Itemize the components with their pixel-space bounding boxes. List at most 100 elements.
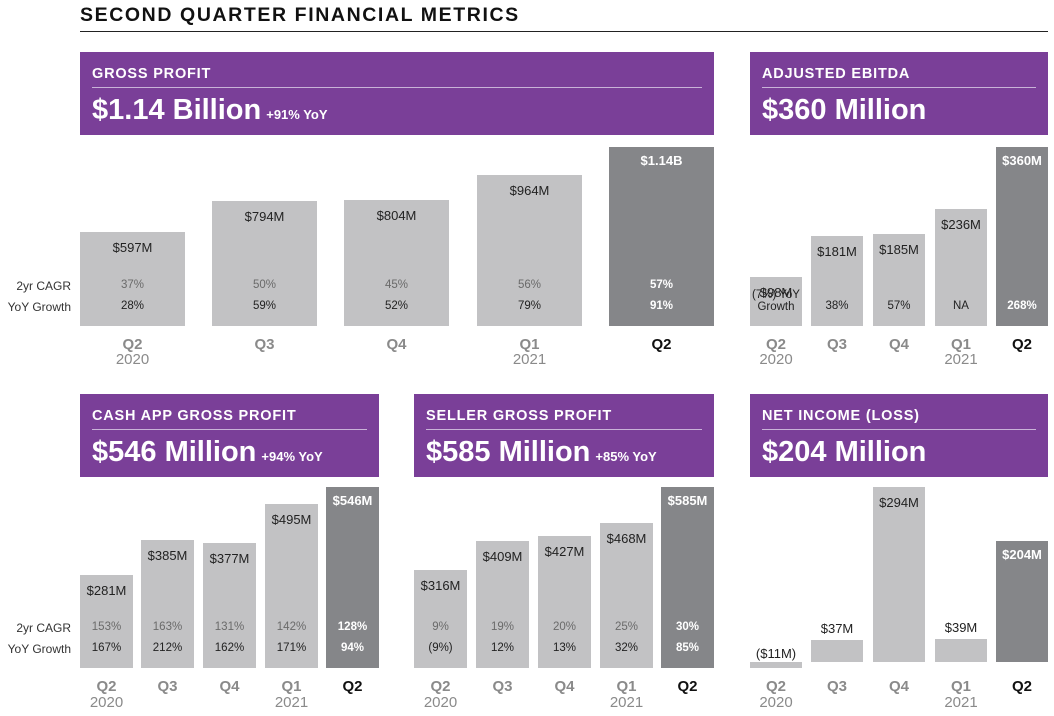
header-divider	[426, 429, 702, 430]
data-label: $495M	[271, 511, 312, 527]
yoy-value: 52%	[384, 300, 409, 312]
header-divider	[92, 429, 367, 430]
quarter-label: Q4	[554, 678, 575, 695]
cash-app-gross-profit-bar	[265, 503, 318, 668]
headline-yoy: +91% YoY	[266, 107, 328, 122]
headline-value: $360 Million	[762, 94, 927, 126]
gross-profit-bar	[80, 232, 185, 326]
headline-value: $204 Million	[762, 436, 927, 468]
headline-yoy: +94% YoY	[261, 449, 323, 464]
cagr-value: 56%	[517, 279, 542, 291]
data-label: $39M	[944, 619, 978, 635]
yoy-value: 38%	[825, 300, 849, 312]
cagr-value: 9%	[432, 621, 449, 633]
page-title: SECOND QUARTER FINANCIAL METRICS	[80, 4, 520, 26]
data-label: $185M	[879, 242, 919, 257]
adjusted-ebitda-bar	[996, 147, 1048, 326]
seller-gross-profit-bar	[538, 535, 591, 668]
title-divider	[80, 31, 1048, 32]
header-divider	[92, 87, 702, 88]
cagr-value: 25%	[614, 621, 639, 633]
net-income-bar	[935, 638, 987, 662]
yoy-value: (9%)	[428, 642, 453, 654]
data-label: $409M	[482, 549, 523, 565]
cash-app-gross-profit-bar	[141, 540, 194, 668]
adjusted-ebitda-title: ADJUSTED EBITDA	[762, 66, 911, 82]
year-label: 2021	[944, 351, 978, 368]
year-label: 2021	[274, 694, 309, 711]
quarter-label: Q2	[1011, 678, 1032, 695]
yoy-value: NA	[953, 300, 969, 312]
year-label: 2020	[759, 351, 793, 368]
seller-gross-profit-bar	[600, 523, 653, 668]
quarter-label: Q2	[1011, 336, 1032, 353]
quarter-label: Q1	[281, 678, 302, 695]
data-label: $377M	[209, 551, 250, 567]
adjusted-ebitda-bar	[873, 234, 925, 326]
yoy-value: 57%	[887, 300, 911, 312]
adjusted-ebitda-header: ADJUSTED EBITDA $360 Million	[750, 52, 1048, 135]
data-label: $794M	[244, 209, 285, 225]
seller-gross-profit-headline: $585 Million +85% YoY	[426, 436, 657, 469]
data-label: $204M	[1002, 546, 1042, 562]
cagr-value: 57%	[649, 279, 674, 291]
row-label-cagr: 2yr CAGR	[16, 279, 71, 293]
cash-app-gross-profit-headline: $546 Million +94% YoY	[92, 436, 323, 469]
row-label-yoy: YoY Growth	[7, 300, 71, 314]
yoy-value: 167%	[91, 642, 122, 654]
net-income-bar	[996, 540, 1048, 662]
seller-gross-profit-bar	[414, 570, 467, 668]
cash-app-gross-profit-bar	[203, 543, 256, 668]
yoy-value: 162%	[214, 642, 245, 654]
adjusted-ebitda-bar	[811, 236, 863, 326]
yoy-value: 59%	[252, 300, 277, 312]
cagr-value: 45%	[384, 279, 409, 291]
cash-app-gross-profit-bar	[80, 574, 133, 668]
yoy-value: 212%	[152, 642, 183, 654]
quarter-label: Q2	[430, 678, 451, 695]
data-label: $281M	[86, 582, 127, 598]
quarter-label: Q2	[651, 336, 672, 353]
yoy-value: 268%	[1007, 300, 1037, 312]
year-label: 2021	[512, 351, 547, 368]
data-label: $385M	[147, 548, 188, 564]
yoy-value: 91%	[649, 300, 674, 312]
cagr-value: 153%	[91, 621, 122, 633]
cagr-value: 50%	[252, 279, 277, 291]
headline-yoy: +85% YoY	[595, 449, 657, 464]
quarter-label: Q3	[254, 336, 275, 353]
quarter-label: Q4	[219, 678, 240, 695]
net-income-bar	[750, 662, 802, 668]
yoy-value: 94%	[340, 642, 365, 654]
net-income-title: NET INCOME (LOSS)	[762, 408, 920, 424]
cagr-value: 142%	[276, 621, 307, 633]
cagr-value: 20%	[552, 621, 577, 633]
data-label: $468M	[606, 531, 647, 547]
quarter-label: Q4	[888, 336, 909, 353]
seller-gross-profit-bar	[476, 541, 529, 668]
yoy-value: 171%	[276, 642, 307, 654]
data-label: $1.14B	[640, 153, 683, 168]
quarter-label: Q1	[519, 336, 540, 353]
quarter-label: Q3	[826, 336, 847, 353]
year-label: 2020	[759, 694, 793, 711]
yoy-value: 79%	[517, 300, 542, 312]
quarter-label: Q2	[765, 678, 786, 695]
headline-value: $1.14 Billion	[92, 94, 262, 126]
yoy-value: 32%	[614, 642, 639, 654]
quarter-label: Q3	[492, 678, 513, 695]
net-income-bar	[873, 487, 925, 662]
row-label-cagr: 2yr CAGR	[16, 621, 71, 635]
seller-gross-profit-header: SELLER GROSS PROFIT $585 Million +85% YoY	[414, 394, 714, 477]
gross-profit-headline: $1.14 Billion +91% YoY	[92, 94, 328, 127]
yoy-value: 13%	[552, 642, 577, 654]
gross-profit-bar	[212, 201, 317, 326]
headline-value: $546 Million	[92, 436, 257, 468]
data-label: $181M	[817, 244, 857, 259]
quarter-label: Q1	[950, 336, 971, 353]
cagr-value: 128%	[337, 621, 368, 633]
adjusted-ebitda-bar	[750, 277, 802, 326]
data-label: $236M	[941, 216, 981, 232]
gross-profit-bar	[344, 199, 449, 326]
yoy-value: (7%) YoY Growth	[752, 289, 800, 313]
